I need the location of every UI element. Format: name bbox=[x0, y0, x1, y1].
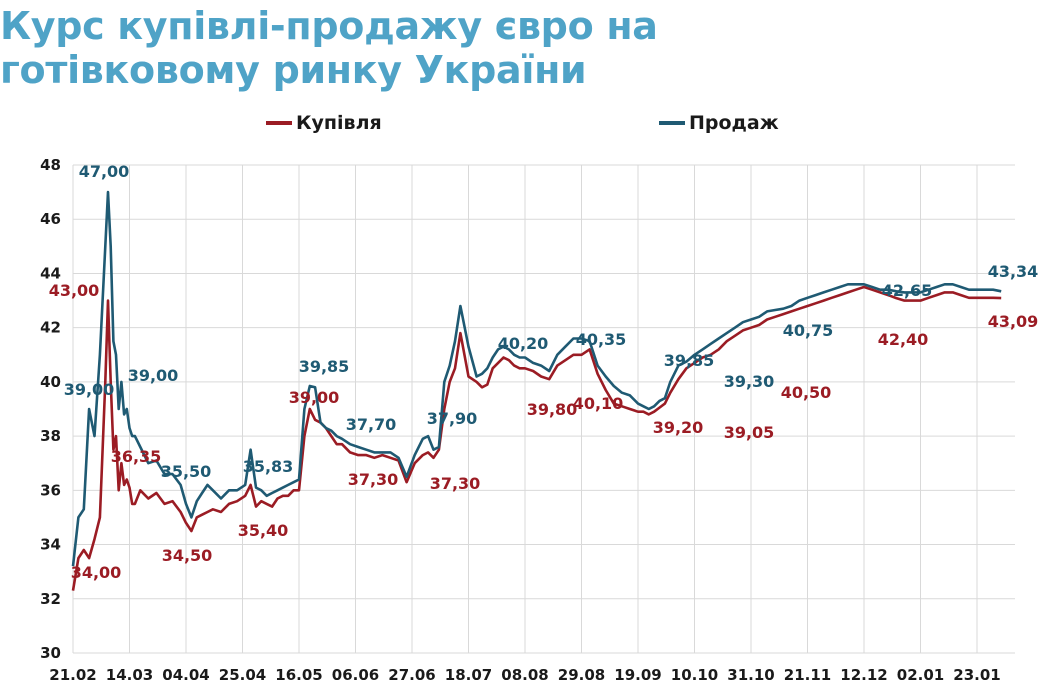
data-label: 36,35 bbox=[111, 447, 162, 466]
series-line-sell bbox=[71, 190, 1002, 567]
data-label: 35,50 bbox=[161, 462, 212, 481]
x-tick-label: 19.09 bbox=[614, 666, 661, 684]
data-label: 39,85 bbox=[299, 357, 350, 376]
y-tick-label: 36 bbox=[40, 481, 61, 499]
x-tick-label: 02.01 bbox=[897, 666, 944, 684]
series-line-buy bbox=[71, 285, 1002, 591]
data-label: 40,10 bbox=[573, 394, 624, 413]
data-label: 37,30 bbox=[430, 474, 481, 493]
x-tick-label: 25.04 bbox=[219, 666, 266, 684]
x-tick-label: 29.08 bbox=[558, 666, 605, 684]
x-tick-label: 27.06 bbox=[388, 666, 435, 684]
data-label: 47,00 bbox=[79, 162, 130, 181]
legend-label-sell: Продаж bbox=[689, 112, 779, 134]
data-label: 39,00 bbox=[128, 366, 179, 385]
legend-item-sell: Продаж bbox=[659, 112, 779, 134]
y-tick-label: 46 bbox=[40, 210, 61, 228]
x-tick-label: 16.05 bbox=[275, 666, 322, 684]
data-label: 37,90 bbox=[427, 409, 478, 428]
data-label: 43,34 bbox=[988, 262, 1039, 281]
x-tick-label: 31.10 bbox=[727, 666, 774, 684]
chart-title-line-2: готівковому ринку України bbox=[0, 48, 587, 92]
chart-title-line-1: Курс купівлі-продажу євро на bbox=[0, 4, 658, 48]
data-label: 40,75 bbox=[783, 321, 834, 340]
y-tick-label: 32 bbox=[40, 590, 61, 608]
data-label: 40,20 bbox=[498, 334, 549, 353]
data-label: 35,40 bbox=[238, 521, 289, 540]
data-label: 39,00 bbox=[289, 388, 340, 407]
data-label: 34,00 bbox=[71, 563, 122, 582]
x-tick-label: 23.01 bbox=[953, 666, 1000, 684]
data-label: 39,80 bbox=[527, 400, 578, 419]
y-tick-label: 42 bbox=[40, 319, 61, 337]
x-tick-label: 21.11 bbox=[784, 666, 831, 684]
data-label: 34,50 bbox=[162, 546, 213, 565]
x-tick-label: 10.10 bbox=[671, 666, 718, 684]
x-tick-label: 06.06 bbox=[332, 666, 379, 684]
legend-swatch-sell bbox=[659, 121, 685, 125]
x-tick-label: 12.12 bbox=[840, 666, 887, 684]
data-label: 39,20 bbox=[653, 418, 704, 437]
y-tick-label: 34 bbox=[40, 536, 61, 554]
data-label: 43,09 bbox=[988, 312, 1039, 331]
legend-item-buy: Купівля bbox=[266, 112, 382, 134]
x-tick-label: 18.07 bbox=[445, 666, 492, 684]
data-label: 37,70 bbox=[346, 415, 397, 434]
data-label: 42,65 bbox=[882, 281, 933, 300]
data-label: 39,05 bbox=[724, 423, 775, 442]
data-label: 39,00 bbox=[64, 380, 115, 399]
y-tick-label: 48 bbox=[40, 156, 61, 174]
data-label: 35,83 bbox=[243, 457, 294, 476]
legend-label-buy: Купівля bbox=[296, 112, 382, 134]
data-label: 42,40 bbox=[878, 330, 929, 349]
y-tick-label: 38 bbox=[40, 427, 61, 445]
x-tick-label: 04.04 bbox=[162, 666, 209, 684]
y-tick-label: 30 bbox=[40, 644, 61, 662]
legend: Купівля Продаж bbox=[0, 112, 1051, 142]
data-label: 39,85 bbox=[664, 351, 715, 370]
x-tick-label: 14.03 bbox=[106, 666, 153, 684]
y-tick-label: 44 bbox=[40, 264, 61, 282]
data-label: 40,35 bbox=[576, 330, 627, 349]
legend-swatch-buy bbox=[266, 121, 292, 125]
chart-title: Курс купівлі-продажу євро на готівковому… bbox=[0, 4, 900, 92]
data-label: 40,50 bbox=[781, 383, 832, 402]
data-label: 39,30 bbox=[724, 372, 775, 391]
data-label: 43,00 bbox=[49, 281, 100, 300]
data-label: 37,30 bbox=[348, 470, 399, 489]
x-tick-label: 21.02 bbox=[49, 666, 96, 684]
y-tick-label: 40 bbox=[40, 373, 61, 391]
x-tick-label: 08.08 bbox=[501, 666, 548, 684]
